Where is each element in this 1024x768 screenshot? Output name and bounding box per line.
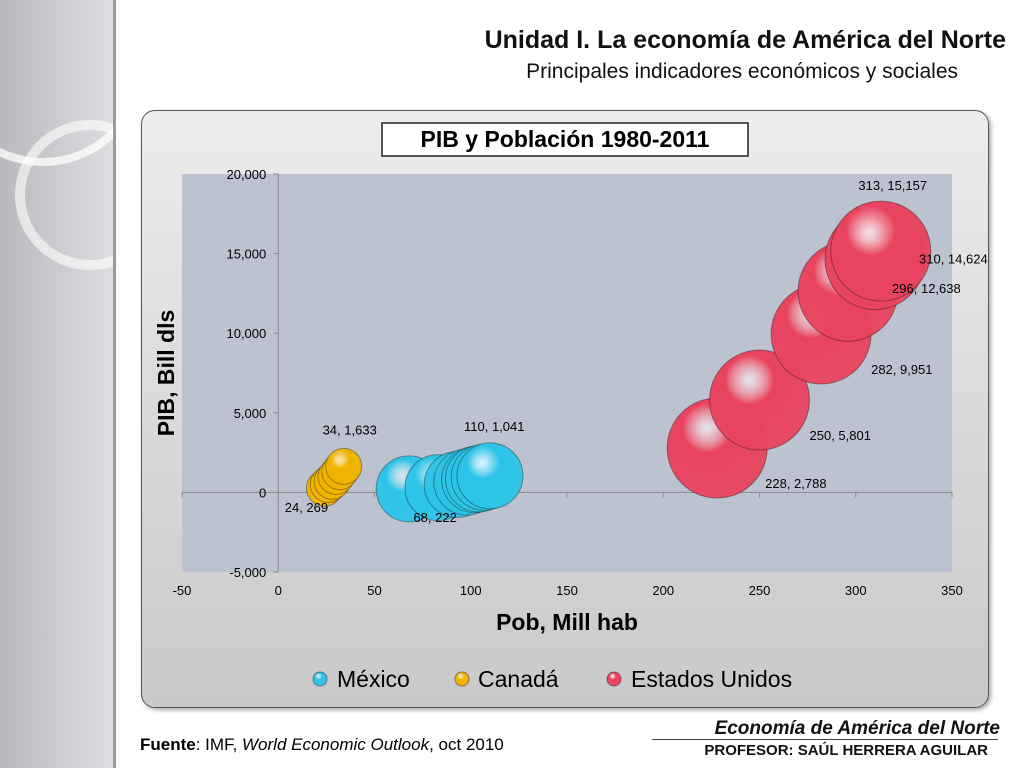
data-label: 228, 2,788 xyxy=(765,476,826,491)
legend-marker xyxy=(454,671,470,687)
x-tick-label: -50 xyxy=(173,583,192,598)
source-label: Fuente xyxy=(140,735,196,754)
bubble-usa xyxy=(830,200,932,302)
y-tick-label: 10,000 xyxy=(226,326,266,341)
source-note: Fuente: IMF, World Economic Outlook, oct… xyxy=(140,735,504,755)
chart-title: PIB y Población 1980-2011 xyxy=(421,126,710,152)
y-tick-label: 20,000 xyxy=(226,167,266,182)
x-axis-title: Pob, Mill hab xyxy=(496,609,638,635)
legend-label: Canadá xyxy=(478,666,559,692)
chart-title-box xyxy=(381,122,749,157)
course-name: Economía de América del Norte xyxy=(714,718,1000,739)
decorative-ring xyxy=(15,120,113,270)
x-tick-label: 300 xyxy=(845,583,867,598)
source-text-2: , oct 2010 xyxy=(429,735,504,754)
decorative-side-band xyxy=(0,0,113,768)
x-tick-label: 0 xyxy=(275,583,282,598)
data-label: 310, 14,624 xyxy=(919,252,988,267)
legend-label: Estados Unidos xyxy=(631,666,792,692)
x-tick-label: 250 xyxy=(749,583,771,598)
data-label: 68, 222 xyxy=(413,510,456,525)
professor-name: PROFESOR: SAÚL HERRERA AGUILAR xyxy=(704,742,988,759)
source-publication: World Economic Outlook xyxy=(242,735,430,754)
bubble-canada xyxy=(325,447,363,485)
bubble-chart: PIB y Población 1980-2011 20,000 15,000 10,… xyxy=(153,122,988,692)
y-tick-label: 0 xyxy=(259,485,266,500)
y-tick-label: 15,000 xyxy=(226,247,266,262)
y-axis-title: PIB, Bill dls xyxy=(153,310,179,437)
data-label: 110, 1,041 xyxy=(464,419,524,434)
x-tick-label: 200 xyxy=(652,583,674,598)
bubble-usa xyxy=(709,349,810,451)
x-tick-label: 50 xyxy=(367,583,381,598)
data-label: 282, 9,951 xyxy=(871,362,932,377)
chart-panel: PIB y Población 1980-2011 20,000 15,000 10,… xyxy=(141,110,989,708)
bubble-mexico xyxy=(456,442,524,510)
source-text-1: : IMF, xyxy=(195,735,243,754)
x-tick-label: 350 xyxy=(941,583,963,598)
slide-title: Unidad I. La economía de América del Nor… xyxy=(484,26,1006,54)
footer-divider xyxy=(652,739,998,740)
data-label: 250, 5,801 xyxy=(810,428,871,443)
legend-marker xyxy=(606,671,622,687)
data-label: 313, 15,157 xyxy=(858,178,927,193)
legend-marker xyxy=(312,671,328,687)
data-label: 296, 12,638 xyxy=(892,281,961,296)
x-tick-label: 100 xyxy=(460,583,482,598)
x-tick-label: 150 xyxy=(556,583,578,598)
legend-label: México xyxy=(337,666,410,692)
slide-subtitle: Principales indicadores económicos y soc… xyxy=(526,60,958,83)
y-tick-label: -5,000 xyxy=(229,565,266,580)
data-label: 24, 269 xyxy=(285,500,328,515)
data-label: 34, 1,633 xyxy=(323,422,377,437)
side-band-edge xyxy=(113,0,116,768)
y-tick-label: 5,000 xyxy=(234,406,267,421)
